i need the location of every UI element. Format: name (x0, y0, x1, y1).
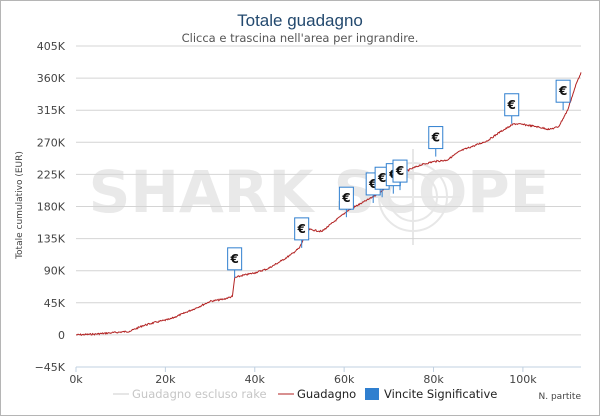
y-tick-label: 90K (44, 265, 66, 278)
watermark-crosshair (365, 149, 461, 245)
y-tick-label: 45K (44, 297, 66, 310)
y-axis-ticks: −45K 0 45K 90K 135K 180K 225K 270K 315K 360K 405K (35, 40, 66, 374)
x-tick-label: 60k (334, 373, 355, 386)
flag-box (555, 79, 571, 103)
significant-win-flag[interactable]: € (338, 186, 354, 218)
legend-label: Guadagno escluso rake (132, 387, 267, 401)
flag-label: € (297, 222, 306, 236)
significant-win-flag[interactable]: € (555, 79, 571, 111)
x-tick-label: 80k (423, 373, 444, 386)
flag-label: € (377, 171, 386, 185)
flag-label: € (395, 164, 404, 178)
significant-wins-layer: €€€€€€€€€€ (227, 79, 571, 278)
flag-box (504, 93, 520, 117)
y-tick-label: 135K (37, 233, 66, 246)
legend-item-guadagno-escluso-rake[interactable]: Guadagno escluso rake (113, 387, 267, 401)
y-axis-label: Totale cumulativo (EUR) (15, 151, 25, 260)
significant-win-flag[interactable]: € (374, 166, 390, 198)
x-tick-label: 0k (69, 373, 83, 386)
flag-box (428, 126, 444, 150)
legend: Guadagno escluso rake Guadagno Vincite S… (113, 387, 497, 401)
significant-win-flag[interactable]: € (504, 93, 520, 124)
y-tick-label: 360K (37, 72, 66, 85)
legend-swatch (365, 388, 379, 400)
x-tick-label: 40k (245, 373, 266, 386)
y-tick-label: 225K (37, 168, 66, 181)
flag-label: € (558, 84, 567, 98)
y-tick-label: 180K (37, 201, 66, 214)
chart-title: Totale guadagno (237, 11, 363, 30)
significant-win-flag[interactable]: € (428, 126, 444, 157)
x-axis-label: N. partite (539, 392, 582, 402)
y-tick-label: 405K (37, 40, 66, 53)
x-tick-label: 100k (509, 373, 537, 386)
legend-label: Vincite Significative (384, 387, 497, 401)
flag-label: € (229, 252, 238, 266)
series-layer (76, 72, 582, 337)
legend-item-vincite-significative[interactable]: Vincite Significative (365, 387, 497, 401)
y-tick-label: 0 (58, 329, 65, 342)
significant-win-flag[interactable]: € (392, 159, 408, 191)
flag-label: € (431, 131, 440, 145)
flag-box (294, 217, 310, 241)
legend-label: Guadagno (297, 387, 356, 401)
flag-label: € (368, 177, 377, 191)
y-tick-label: −45K (35, 361, 66, 374)
flag-label: € (507, 98, 516, 112)
watermark: SHARK SCOPE (89, 158, 550, 226)
x-axis-ticks: 0k 20k 40k 60k 80k 100k (69, 366, 581, 386)
flag-box (392, 159, 408, 183)
x-tick-label: 20k (155, 373, 176, 386)
significant-win-flag[interactable]: € (294, 217, 310, 248)
legend-item-guadagno[interactable]: Guadagno (278, 387, 356, 401)
y-tick-label: 270K (37, 136, 66, 149)
chart-subtitle: Clicca e trascina nell'area per ingrandi… (182, 31, 419, 45)
series-line-guadagno[interactable] (76, 72, 582, 337)
flag-box (227, 247, 243, 271)
y-tick-label: 315K (37, 104, 66, 117)
flag-box (338, 186, 354, 210)
flag-label: € (341, 191, 350, 205)
significant-win-flag[interactable]: € (227, 247, 243, 278)
